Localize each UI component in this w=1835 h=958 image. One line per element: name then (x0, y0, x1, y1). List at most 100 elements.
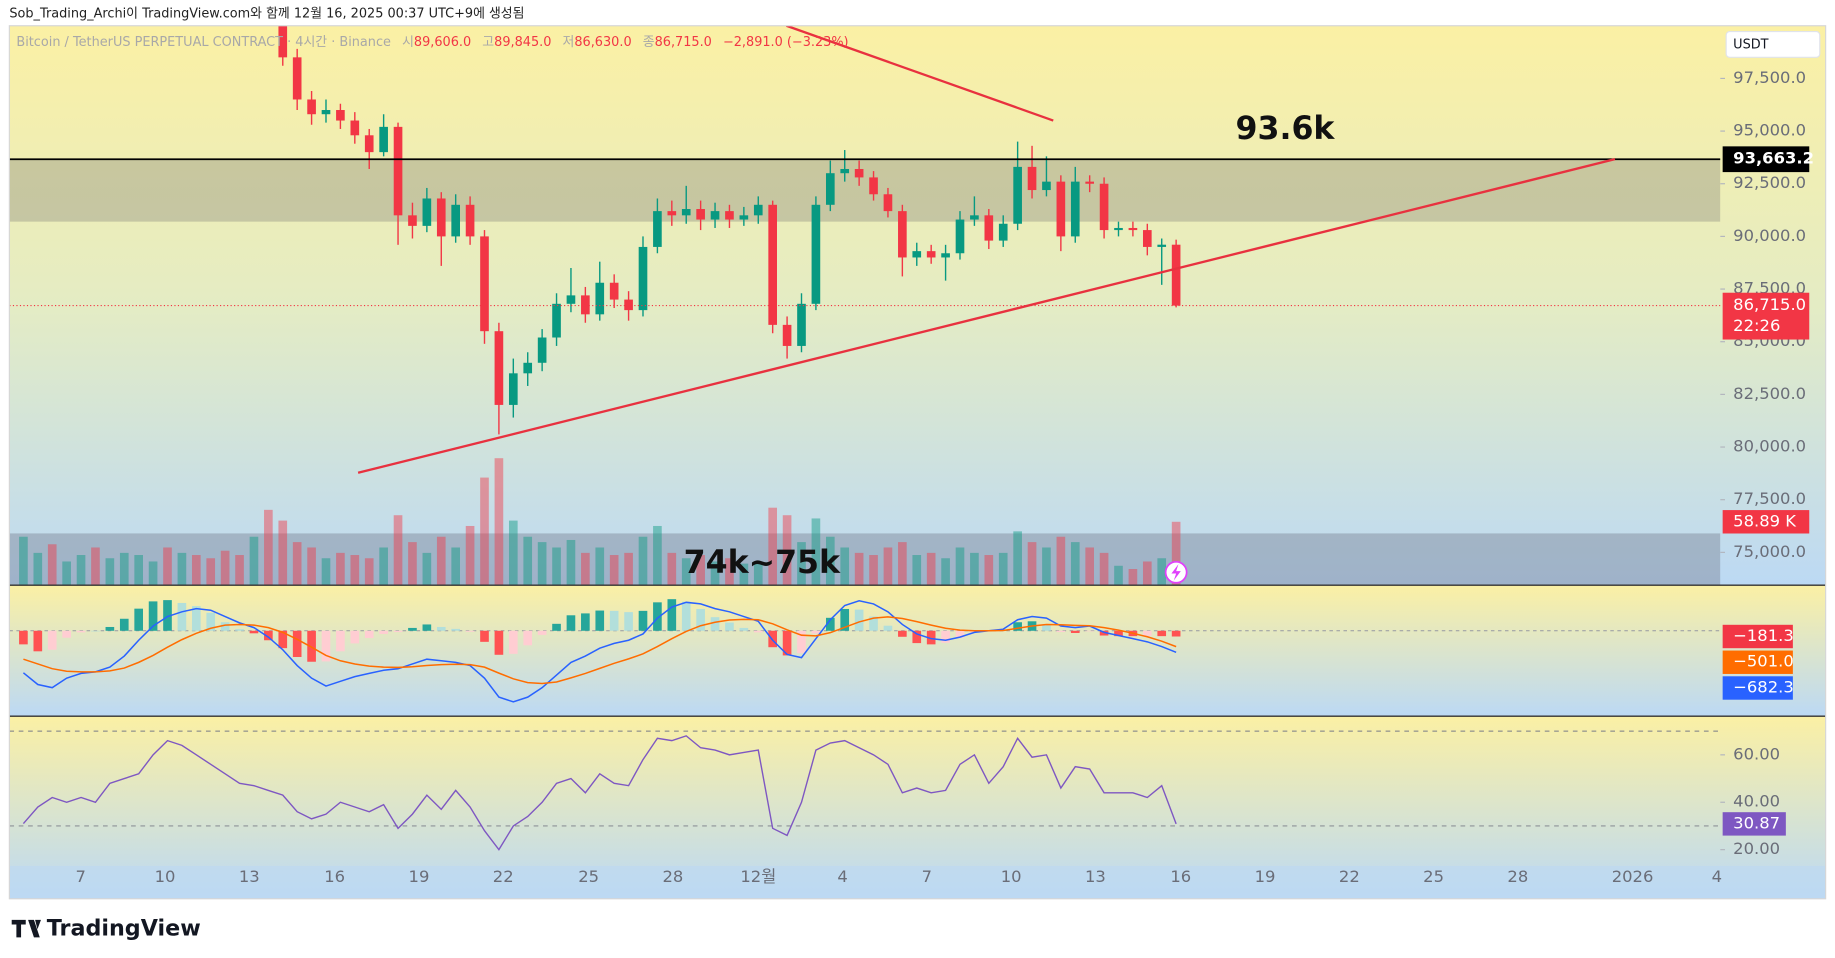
volume-bar (581, 552, 590, 586)
candle-body (494, 331, 504, 405)
rsi-tag-label: 30.87 (1733, 813, 1780, 832)
volume-bar (941, 558, 950, 586)
legend-high: 89,845.0 (494, 35, 551, 50)
candle-body (898, 211, 907, 258)
legend-low-label: 저 (563, 35, 575, 50)
event-icon-bolt (1171, 564, 1181, 581)
x-tick-label: 25 (1423, 867, 1444, 886)
volume-bar (494, 458, 504, 586)
zone-label: 74k~75k (684, 545, 841, 581)
macd-histogram-bar (1042, 624, 1051, 631)
candle-body (465, 204, 475, 237)
volume-bar (62, 561, 71, 586)
macd-histogram-bar (1085, 630, 1095, 632)
rsi-tag (1722, 812, 1786, 836)
macd-histogram-bar (926, 630, 936, 645)
volume-bar (624, 552, 633, 586)
candle-body (379, 126, 388, 153)
macd-histogram-bar (62, 630, 71, 638)
macd-histogram-bar (1114, 630, 1123, 637)
macd-histogram-bar (163, 600, 172, 631)
macd-histogram-bar (1056, 630, 1066, 633)
candle-body (581, 295, 590, 315)
macd-histogram-bar (667, 599, 677, 631)
volume-bar (379, 547, 388, 586)
macd-tag-label: −682.3 (1733, 677, 1794, 696)
macd-histogram-bar (797, 630, 806, 654)
volume-bar (1013, 531, 1022, 586)
y-tick-label: 82,500.0 (1733, 384, 1806, 403)
volume-bar (984, 555, 994, 586)
volume-bar (638, 536, 648, 586)
macd-histogram-bar (191, 606, 201, 631)
volume-bar (134, 555, 144, 586)
macd-histogram-bar (710, 617, 720, 631)
macd-histogram-bar (249, 630, 259, 634)
ascending-trendline (357, 158, 1616, 474)
candle-body (307, 99, 316, 115)
volume-bar (235, 555, 244, 586)
currency-button[interactable]: USDT (1725, 31, 1821, 58)
last-price-tag-label: 86,715.0 (1733, 295, 1806, 314)
macd-histogram-bar (566, 615, 576, 631)
legend-high-label: 고 (482, 35, 494, 50)
candle-body (739, 215, 749, 220)
x-tick-label: 7 (76, 867, 86, 886)
hline-tag (1722, 146, 1810, 173)
candle-body (825, 173, 835, 205)
x-tick-label: 13 (239, 867, 260, 886)
macd-histogram-bar (595, 610, 605, 631)
candle-body (1142, 230, 1152, 247)
currency-label[interactable]: USDT (1733, 38, 1768, 53)
macd-histogram-bar (638, 610, 648, 631)
macd-histogram-bar (393, 630, 403, 633)
macd-histogram-bar (970, 630, 979, 633)
volume-bar (1171, 521, 1181, 586)
candle-body (696, 209, 705, 220)
volume-bar (710, 561, 720, 586)
signal-tag (1722, 650, 1793, 674)
candle-body (552, 303, 561, 338)
volume-bar (912, 555, 922, 586)
macd-histogram-bar (696, 608, 705, 631)
volume-bar (883, 547, 893, 586)
candle-body (984, 215, 994, 241)
volume-bar (1085, 547, 1095, 586)
legend-low: 86,630.0 (574, 35, 631, 50)
legend-open-label: 시 (402, 35, 414, 50)
candle-body (725, 211, 734, 220)
candle-body (710, 211, 720, 220)
candle-body (1056, 181, 1066, 237)
candle-body (480, 236, 489, 332)
candle-body (926, 251, 936, 258)
currency-button-box[interactable] (1725, 31, 1821, 58)
candle-body (595, 282, 605, 315)
x-tick-label: 7 (922, 867, 932, 886)
macd-histogram-bar (465, 630, 475, 632)
volume-bar (768, 507, 778, 586)
candle-body (508, 373, 518, 405)
candle-body (912, 251, 922, 258)
rsi-tick-label: 40.00 (1733, 792, 1780, 811)
zone-label: 93.6k (1236, 111, 1336, 147)
volume-bar (1128, 569, 1138, 586)
macd-histogram-bar (47, 630, 57, 650)
volume-bar (739, 563, 749, 586)
candle-body (768, 204, 778, 325)
chart-frame (8, 25, 1827, 900)
macd-histogram-bar (782, 630, 792, 656)
candle-body (566, 295, 576, 304)
macd-histogram-bar (653, 602, 662, 631)
volume-bar (595, 547, 605, 586)
volume-bar (1114, 565, 1123, 586)
candle-body (797, 303, 806, 346)
candle-body (1042, 181, 1051, 191)
candle-body (840, 168, 850, 174)
candle-body (336, 110, 345, 121)
rsi-line (22, 735, 1177, 851)
candle-body (782, 324, 792, 346)
candle-body (436, 198, 446, 237)
candle-body (321, 110, 331, 115)
macd-histogram-bar (912, 630, 922, 644)
volume-bar (292, 542, 302, 586)
